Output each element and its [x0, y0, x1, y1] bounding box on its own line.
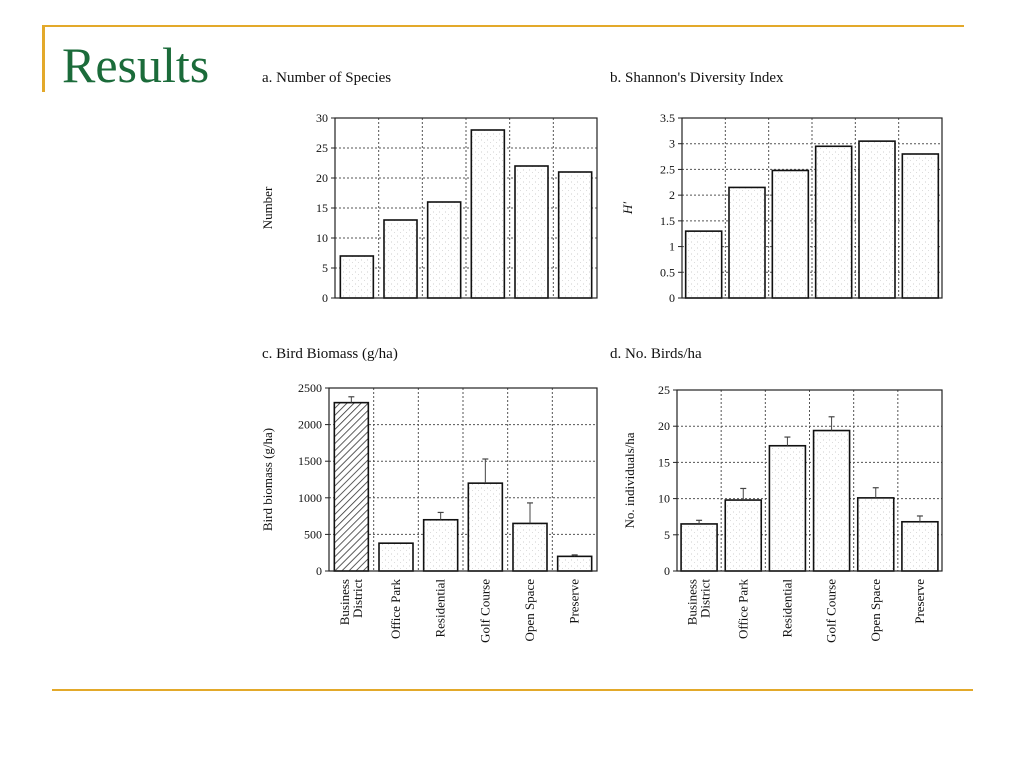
- y-tick-label: 15: [658, 455, 670, 469]
- bar-2: [383, 219, 418, 299]
- chart-a: a. Number of Species 0 5 10 15 20 25 30 Number: [260, 70, 598, 305]
- y-tick-label: 20: [316, 171, 328, 185]
- y-tick-label: 1.5: [660, 214, 675, 228]
- y-tick-label: 25: [658, 383, 670, 397]
- bar-2: [724, 499, 763, 572]
- plot-frame: [681, 117, 943, 299]
- chart-c: c. Bird Biomass (g/ha) 0 500 1000 1500 2000 25…: [260, 346, 598, 643]
- chart-title: c. Bird Biomass (g/ha): [262, 346, 398, 362]
- y-tick-label: 2.5: [660, 162, 675, 176]
- y-tick-label: 3: [669, 137, 675, 151]
- y-axis-label: Bird biomass (g/ha): [260, 428, 275, 531]
- y-tick-label: 5: [664, 528, 670, 542]
- y-tick-label: 0: [669, 291, 675, 305]
- bar-6: [556, 555, 593, 572]
- bottom-accent-line: [52, 689, 973, 691]
- bar-5: [858, 140, 896, 299]
- bar-5: [514, 165, 549, 299]
- bar-2: [378, 542, 414, 572]
- y-tick-label: 0: [322, 291, 328, 305]
- plot-frame: [328, 387, 598, 572]
- bar-3: [426, 201, 462, 299]
- category-label: Residential: [433, 579, 448, 638]
- y-tick-label: 30: [316, 111, 328, 125]
- y-tick-label: 500: [304, 527, 322, 541]
- y-tick-label: 2500: [298, 381, 322, 395]
- category-label: Golf Course: [824, 579, 839, 643]
- y-axis-label: H': [620, 202, 635, 215]
- bar-5: [856, 497, 895, 572]
- bar-3: [771, 169, 810, 299]
- y-tick-label: 10: [658, 492, 670, 506]
- bar-4: [467, 482, 504, 572]
- category-label: District: [698, 579, 713, 618]
- category-label: Open Space: [522, 579, 537, 642]
- category-label: Open Space: [868, 579, 883, 642]
- category-label: District: [350, 579, 365, 618]
- bar-1: [684, 230, 723, 299]
- category-label: Business: [337, 579, 352, 625]
- chart-title: d. No. Birds/ha: [610, 346, 702, 362]
- y-tick-label: 2: [669, 188, 675, 202]
- bar-3: [422, 518, 459, 572]
- category-label: Golf Course: [477, 579, 492, 643]
- bar-4: [470, 129, 506, 299]
- top-accent-line: [42, 25, 964, 27]
- y-tick-label: 1: [669, 240, 675, 254]
- bar-2: [728, 186, 766, 299]
- y-tick-label: 1000: [298, 491, 322, 505]
- y-tick-label: 3.5: [660, 111, 675, 125]
- bar-4: [814, 145, 853, 299]
- bar-1: [680, 523, 718, 572]
- bar-5: [512, 522, 548, 572]
- y-tick-label: 10: [316, 231, 328, 245]
- y-tick-label: 0.5: [660, 265, 675, 279]
- chart-title: b. Shannon's Diversity Index: [610, 70, 784, 86]
- chart-b: b. Shannon's Diversity Index 0 0.5 1 1.5 2 2.5…: [610, 70, 943, 305]
- y-axis-label: Number: [260, 186, 275, 229]
- y-tick-label: 1500: [298, 454, 322, 468]
- plot-frame: [676, 389, 943, 572]
- bar-6: [901, 520, 939, 572]
- category-label: Business: [685, 579, 700, 625]
- bar-6: [901, 153, 940, 299]
- y-tick-label: 20: [658, 419, 670, 433]
- category-label: Preserve: [567, 579, 582, 624]
- category-label: Residential: [779, 579, 794, 638]
- y-tick-label: 25: [316, 141, 328, 155]
- category-label: Preserve: [912, 579, 927, 624]
- y-tick-label: 5: [322, 261, 328, 275]
- y-tick-label: 2000: [298, 418, 322, 432]
- chart-title: a. Number of Species: [262, 70, 391, 86]
- y-tick-label: 0: [316, 564, 322, 578]
- y-tick-label: 0: [664, 564, 670, 578]
- bar-3: [768, 444, 807, 572]
- category-label: Office Park: [735, 579, 750, 640]
- bar-1: [333, 401, 370, 572]
- y-tick-label: 15: [316, 201, 328, 215]
- bar-6: [557, 171, 593, 299]
- title-accent-bar: [42, 26, 45, 92]
- slide-title: Results: [62, 37, 210, 93]
- chart-d: d. No. Birds/ha 0 5 10 15 20 25 No. individuals…: [610, 346, 943, 643]
- category-label: Office Park: [388, 579, 403, 640]
- bar-4: [812, 429, 851, 572]
- bar-1: [339, 255, 375, 299]
- y-axis-label: No. individuals/ha: [622, 432, 637, 528]
